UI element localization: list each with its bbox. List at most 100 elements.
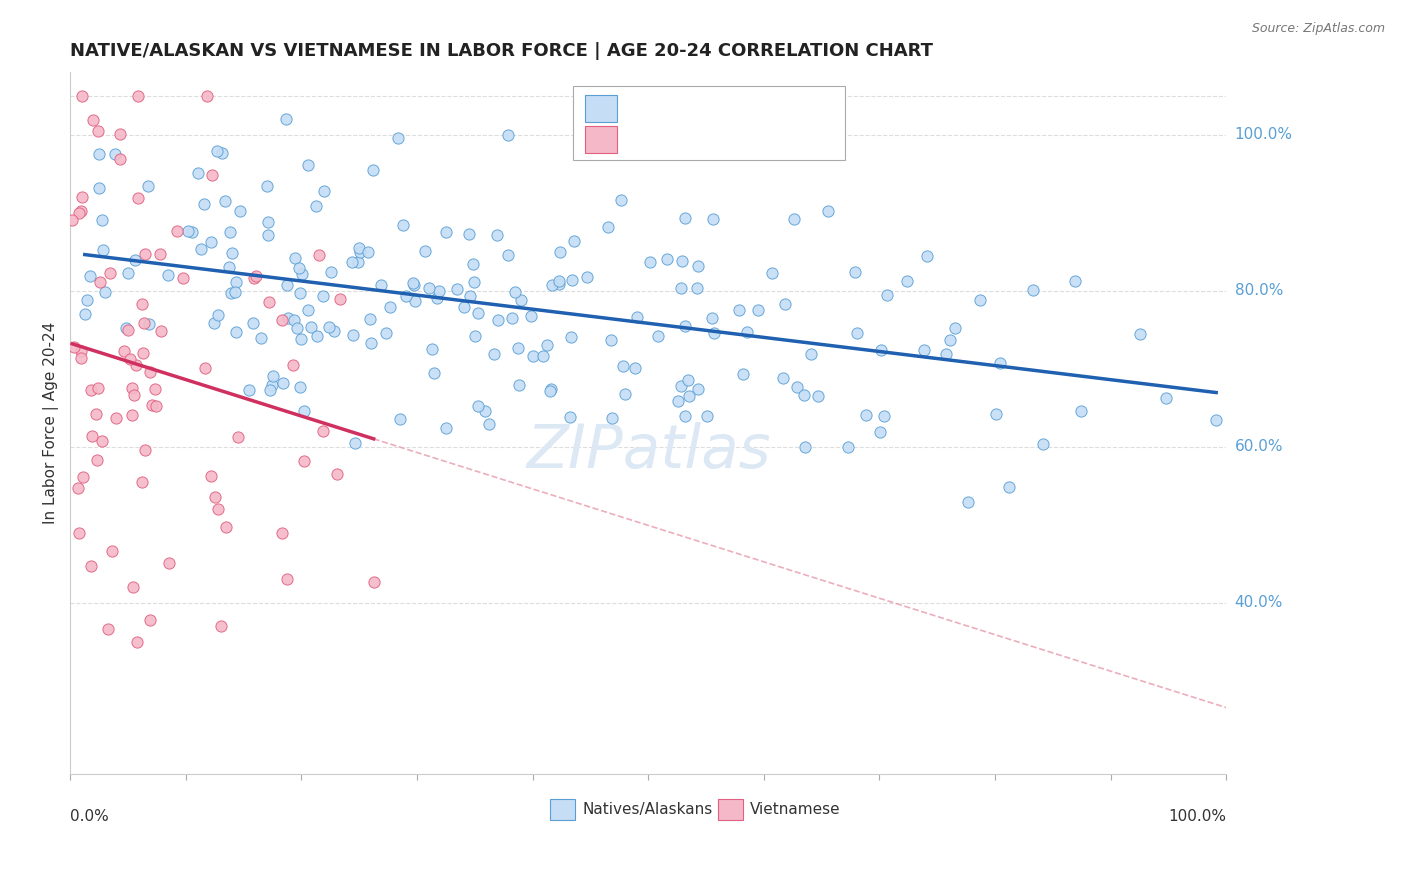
Point bbox=[87, 181, 110, 195]
Point bbox=[969, 293, 991, 307]
Point bbox=[761, 266, 783, 280]
Point bbox=[395, 289, 418, 303]
Point bbox=[793, 440, 815, 454]
Point bbox=[360, 335, 382, 350]
Point bbox=[522, 349, 544, 363]
Point bbox=[349, 244, 371, 259]
Text: NATIVE/ALASKAN VS VIETNAMESE IN LABOR FORCE | AGE 20-24 CORRELATION CHART: NATIVE/ALASKAN VS VIETNAMESE IN LABOR FO… bbox=[70, 42, 934, 60]
Point bbox=[728, 303, 751, 318]
Point bbox=[686, 280, 709, 294]
Point bbox=[262, 378, 284, 392]
Point bbox=[627, 136, 650, 151]
Point bbox=[143, 382, 166, 396]
Point bbox=[67, 482, 90, 496]
Text: 40.0%: 40.0% bbox=[1234, 595, 1282, 610]
Point bbox=[1205, 412, 1227, 426]
Point bbox=[127, 88, 149, 103]
Point bbox=[550, 244, 572, 259]
Point bbox=[118, 352, 141, 367]
Text: 0.0%: 0.0% bbox=[70, 809, 110, 824]
Point bbox=[609, 139, 631, 153]
Point bbox=[297, 158, 319, 172]
Point bbox=[429, 284, 451, 298]
Point bbox=[276, 572, 298, 586]
Point bbox=[86, 407, 108, 421]
Point bbox=[558, 409, 581, 424]
Point bbox=[125, 635, 148, 649]
Point bbox=[610, 193, 633, 207]
Point bbox=[363, 575, 385, 590]
Point bbox=[299, 319, 322, 334]
Point bbox=[876, 287, 898, 301]
Point bbox=[283, 358, 305, 372]
Point bbox=[869, 425, 891, 439]
Point bbox=[132, 345, 155, 359]
Point bbox=[76, 293, 98, 307]
Text: R =: R = bbox=[631, 101, 664, 116]
Point bbox=[193, 196, 215, 211]
Point bbox=[671, 254, 693, 268]
Point bbox=[214, 194, 236, 208]
FancyBboxPatch shape bbox=[585, 127, 617, 153]
Point bbox=[132, 316, 155, 330]
Point bbox=[561, 273, 583, 287]
Point bbox=[387, 130, 409, 145]
Text: N =: N = bbox=[737, 101, 770, 116]
Point bbox=[190, 243, 212, 257]
Point bbox=[984, 407, 1007, 421]
Point bbox=[560, 330, 582, 344]
Point bbox=[467, 306, 489, 320]
Point bbox=[413, 244, 436, 259]
Point bbox=[520, 309, 543, 323]
Point bbox=[453, 300, 475, 314]
Point bbox=[283, 312, 305, 326]
Point bbox=[79, 268, 101, 283]
Text: ZIPatlas: ZIPatlas bbox=[526, 422, 770, 481]
Point bbox=[145, 399, 167, 413]
Point bbox=[177, 225, 200, 239]
Text: Vietnamese: Vietnamese bbox=[749, 803, 841, 817]
Point bbox=[467, 399, 489, 413]
Point bbox=[389, 412, 412, 426]
Point bbox=[426, 291, 449, 305]
Point bbox=[671, 281, 693, 295]
Point bbox=[82, 428, 104, 442]
Point bbox=[998, 480, 1021, 494]
Point bbox=[131, 297, 153, 311]
Point bbox=[501, 311, 523, 326]
Point bbox=[221, 246, 243, 260]
Point bbox=[225, 326, 247, 340]
Point bbox=[91, 434, 114, 448]
Point bbox=[357, 245, 380, 260]
Point bbox=[696, 409, 718, 423]
Point bbox=[124, 252, 146, 267]
Point bbox=[80, 559, 103, 574]
Point bbox=[291, 268, 314, 282]
Point bbox=[86, 124, 108, 138]
Point bbox=[673, 409, 696, 423]
Point bbox=[340, 254, 363, 268]
Point bbox=[201, 168, 224, 182]
Point bbox=[1129, 327, 1152, 342]
Point bbox=[108, 127, 131, 141]
Point bbox=[256, 179, 278, 194]
Point bbox=[370, 277, 392, 292]
Point bbox=[69, 343, 91, 358]
Point bbox=[482, 346, 505, 360]
Point bbox=[125, 358, 148, 372]
Point bbox=[134, 246, 156, 260]
Point bbox=[70, 351, 93, 365]
Point bbox=[127, 192, 149, 206]
Point bbox=[86, 452, 108, 467]
Point bbox=[541, 277, 564, 292]
Point bbox=[418, 281, 440, 295]
Point bbox=[312, 424, 335, 438]
Text: -0.413: -0.413 bbox=[675, 101, 730, 116]
Point bbox=[806, 389, 828, 403]
Point bbox=[104, 411, 127, 425]
Point bbox=[121, 381, 143, 395]
Point bbox=[666, 393, 689, 408]
Point bbox=[287, 320, 309, 334]
Point bbox=[60, 213, 83, 227]
Point bbox=[464, 329, 486, 343]
